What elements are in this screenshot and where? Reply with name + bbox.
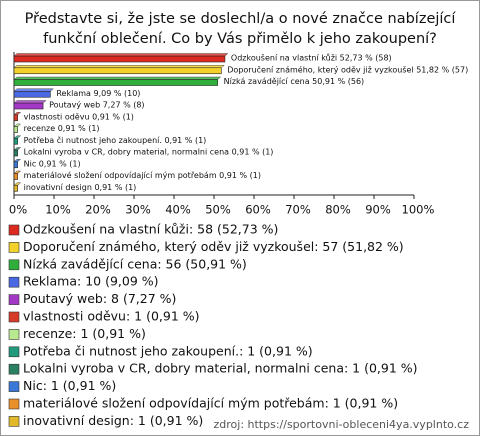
bar-top <box>13 53 229 57</box>
value-label: Nic 0,91 % (1) <box>24 159 81 168</box>
bar <box>13 126 18 133</box>
x-tick-label: 50% <box>205 203 231 217</box>
legend-swatch <box>8 224 20 236</box>
legend-label: Doporučení známého, který oděv již vyzko… <box>23 239 404 254</box>
legend-label: inovativní design: 1 (0,91 %) <box>23 413 203 428</box>
bar-top <box>13 88 55 92</box>
bar <box>13 137 18 145</box>
bar <box>13 114 18 122</box>
bar-top <box>13 170 22 174</box>
x-tick-label: 90% <box>365 203 391 217</box>
source: zdroj: https://sportovni-obleceni4ya.vyp… <box>213 418 470 431</box>
legend-swatch <box>8 416 20 427</box>
value-label: Nízká zavádějící cena 50,91 % (56) <box>224 77 365 86</box>
value-label: Lokalni vyroba v CR, dobry material, nor… <box>24 148 274 157</box>
bar-top <box>13 100 47 104</box>
legend-label: Nízká zavádějící cena: 56 (50,91 %) <box>23 256 247 271</box>
legend-swatch <box>8 346 20 358</box>
legend-swatch <box>8 242 20 253</box>
legend-label: vlastnosti oděvu: 1 (0,91 %) <box>23 309 200 324</box>
x-tick-label: 10% <box>45 203 71 217</box>
legend-label: Odzkoušení na vlastní kůži: 58 (52,73 %) <box>23 222 278 237</box>
value-label: vlastnosti oděvu 0,91 % (1) <box>24 112 134 121</box>
bar <box>13 184 18 192</box>
legend-label: Nic: 1 (0,91 %) <box>23 378 116 393</box>
x-tick-label: 60% <box>245 203 271 217</box>
bar-top <box>13 123 22 127</box>
bar-top <box>13 112 22 115</box>
legend-swatch <box>8 294 20 305</box>
value-label: Poutavý web 7,27 % (8) <box>49 101 144 110</box>
bar-top <box>13 76 222 80</box>
legend-label: materiálové složení odpovídající mým pot… <box>23 396 398 411</box>
x-tick-label: 30% <box>125 203 151 217</box>
bar <box>13 102 44 110</box>
bar-top <box>13 135 22 139</box>
bar <box>13 67 222 75</box>
bar-top <box>13 65 225 68</box>
value-label: Potřeba či nutnost jeho zakoupení. 0,91 … <box>24 135 207 145</box>
x-tick-label: 70% <box>285 203 311 217</box>
x-tick-label: 100% <box>402 203 435 217</box>
legend-swatch <box>8 363 20 375</box>
chart-title: Představte si, že jste se doslechl/a o n… <box>24 11 456 47</box>
bar <box>13 55 226 63</box>
legend-swatch <box>8 329 20 340</box>
legend-swatch <box>8 276 20 288</box>
x-tick-label: 20% <box>85 203 111 217</box>
x-tick-label: 40% <box>165 203 191 217</box>
value-label: Doporučení známého, který oděv již vyzko… <box>227 64 468 74</box>
legend-label: Poutavý web: 8 (7,27 %) <box>23 291 176 306</box>
legend-label: Reklama: 10 (9,09 %) <box>23 274 159 289</box>
legend-label: Lokalni vyroba v CR, dobry material, nor… <box>23 361 418 376</box>
bar-top <box>13 147 22 151</box>
legend-swatch <box>8 398 20 410</box>
value-label: recenze 0,91 % (1) <box>24 124 100 133</box>
bar <box>13 149 18 157</box>
legend-label: Potřeba či nutnost jeho zakoupení.: 1 (0… <box>23 343 313 358</box>
legend-swatch <box>8 259 20 271</box>
bar <box>13 161 18 169</box>
value-label: Odzkoušení na vlastní kůži 52,73 % (58) <box>231 53 392 63</box>
value-label: inovativní design 0,91 % (1) <box>24 183 137 192</box>
bar <box>13 173 18 180</box>
legend-label: recenze: 1 (0,91 %) <box>23 326 146 341</box>
x-tick-label: 0% <box>9 203 27 217</box>
bar <box>13 90 51 98</box>
bar <box>13 79 218 86</box>
x-tick-label: 80% <box>325 203 351 217</box>
value-label: materiálové složení odpovídající mým pot… <box>24 170 261 180</box>
legend-swatch <box>8 381 20 392</box>
value-label: Reklama 9,09 % (10) <box>56 89 140 98</box>
bar-top <box>13 159 22 162</box>
legend-swatch <box>8 311 20 323</box>
bar-top <box>13 182 22 186</box>
